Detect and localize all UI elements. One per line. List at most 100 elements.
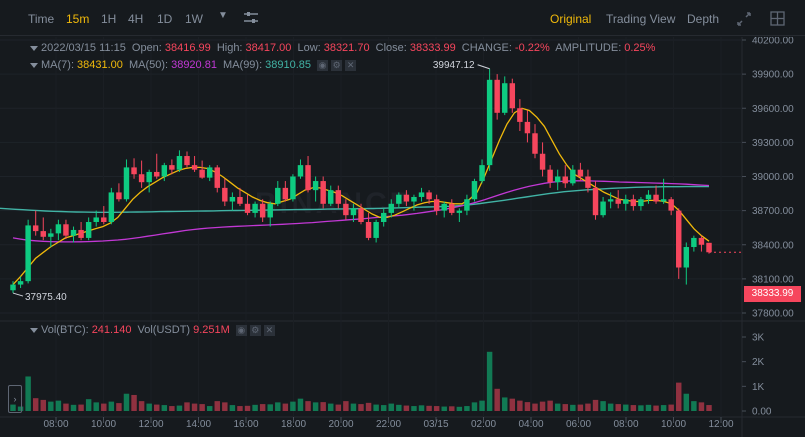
- collapse-volume-icon[interactable]: [30, 327, 38, 333]
- time-tick-label: 12:00: [138, 419, 163, 430]
- volume-bar: [585, 403, 591, 411]
- volume-bar: [433, 406, 440, 411]
- ma-eye-icon[interactable]: ◉: [317, 59, 329, 71]
- vol-settings-icon[interactable]: ⚙: [249, 324, 261, 336]
- candle-down: [78, 229, 84, 238]
- candle-down: [320, 181, 326, 204]
- volume-bar: [48, 401, 54, 411]
- interval-15m[interactable]: 15m: [66, 12, 90, 26]
- low-value: 38321.70: [323, 42, 370, 54]
- volume-bar: [17, 406, 24, 411]
- view-original[interactable]: Original: [550, 12, 592, 26]
- candle-down: [169, 165, 175, 170]
- collapse-legend-icon[interactable]: [30, 45, 38, 51]
- ohlc-legend: 2022/03/15 11:15 Open: 38416.99 High: 3841…: [30, 42, 658, 54]
- time-tick-label: 03/15: [423, 419, 448, 430]
- candlestick-chart[interactable]: 40200.00 39900.00 39600.00 39300.00 39000.00…: [0, 37, 805, 437]
- candle-down: [282, 187, 289, 200]
- candle-down: [517, 108, 523, 122]
- current-price-tag: 38333.99: [744, 286, 801, 302]
- volume-bar: [259, 404, 266, 411]
- vol-btc-value: 241.140: [91, 324, 132, 336]
- candle-down: [668, 199, 674, 211]
- volume-bar: [328, 403, 334, 411]
- candle-down: [199, 169, 205, 178]
- ma7-label: MA(7):: [41, 59, 74, 71]
- volume-bar: [486, 351, 493, 411]
- volume-bar: [237, 406, 243, 411]
- time-tick-label: 22:00: [376, 419, 401, 430]
- low-annotation: 37975.40: [25, 292, 67, 303]
- volume-bar: [509, 398, 516, 411]
- candle-up: [48, 233, 54, 237]
- volume-bar: [350, 403, 357, 411]
- view-trading-view[interactable]: Trading View: [606, 12, 676, 26]
- volume-bar: [312, 402, 319, 411]
- low-label: Low:: [297, 42, 321, 54]
- candle-down: [547, 169, 553, 183]
- ma-settings-icon[interactable]: ⚙: [331, 59, 343, 71]
- volume-bar: [282, 403, 289, 411]
- candle-down: [101, 217, 107, 222]
- price-tick-label: 38400.00: [752, 240, 794, 251]
- candle-up: [275, 187, 281, 204]
- volume-tick-label: 3K: [752, 333, 765, 344]
- volume-bar: [343, 401, 349, 411]
- change-label: CHANGE:: [461, 42, 512, 54]
- amplitude-label: AMPLITUDE:: [555, 42, 622, 54]
- ma50-label: MA(50):: [128, 59, 169, 71]
- volume-tick-label: 1K: [752, 382, 765, 393]
- fullscreen-icon[interactable]: [737, 12, 751, 26]
- interval-4h[interactable]: 4H: [128, 12, 144, 26]
- interval-1h[interactable]: 1H: [101, 12, 117, 26]
- candle-up: [502, 83, 508, 113]
- candle-down: [222, 187, 228, 202]
- volume-bar: [358, 404, 364, 411]
- candle-up: [380, 212, 387, 222]
- candle-up: [600, 201, 606, 216]
- time-tick-label: 20:00: [328, 419, 353, 430]
- candle-down: [116, 192, 122, 200]
- chart-area[interactable]: BINANCE 40200.00 39900.00 39600.00 39300.00…: [0, 37, 805, 437]
- candle-up: [297, 165, 304, 177]
- candle-down: [524, 121, 531, 134]
- candle-down: [32, 225, 39, 232]
- vol-close-icon[interactable]: ✕: [263, 324, 275, 336]
- candle-down: [698, 237, 705, 245]
- high-marker-line: [477, 64, 490, 70]
- volume-bar: [290, 401, 296, 411]
- candle-down: [615, 199, 621, 204]
- candle-down: [131, 167, 137, 175]
- volume-bar: [55, 400, 62, 411]
- vol-eye-icon[interactable]: ◉: [235, 324, 247, 336]
- indicator-settings-icon[interactable]: [243, 11, 259, 25]
- grid-layout-icon[interactable]: [770, 11, 785, 26]
- volume-bar: [600, 401, 606, 411]
- interval-1d[interactable]: 1D: [157, 12, 173, 26]
- candle-down: [343, 203, 349, 216]
- volume-bar: [214, 401, 220, 411]
- volume-bar: [199, 404, 205, 411]
- volume-bar: [479, 400, 485, 411]
- candle-up: [108, 192, 115, 222]
- candle-down: [509, 83, 516, 109]
- interval-1w[interactable]: 1W: [185, 12, 203, 26]
- candle-down: [244, 203, 251, 213]
- candle-down: [592, 187, 599, 216]
- volume-bar: [562, 404, 568, 411]
- candle-down: [403, 194, 410, 202]
- volume-bar: [70, 404, 77, 411]
- volume-bar: [32, 398, 39, 411]
- close-label: Close:: [375, 42, 407, 54]
- ma-close-icon[interactable]: ✕: [345, 59, 357, 71]
- view-depth[interactable]: Depth: [687, 12, 720, 26]
- more-intervals-dropdown-icon[interactable]: ▼: [218, 10, 228, 21]
- candle-up: [161, 165, 168, 177]
- expand-panel-button[interactable]: ›: [8, 385, 22, 413]
- collapse-ma-icon[interactable]: [30, 62, 38, 68]
- candle-down: [532, 133, 538, 154]
- time-label[interactable]: Time: [28, 12, 55, 26]
- volume-bar: [108, 401, 115, 411]
- candle-up: [70, 229, 77, 236]
- candle-up: [17, 281, 24, 285]
